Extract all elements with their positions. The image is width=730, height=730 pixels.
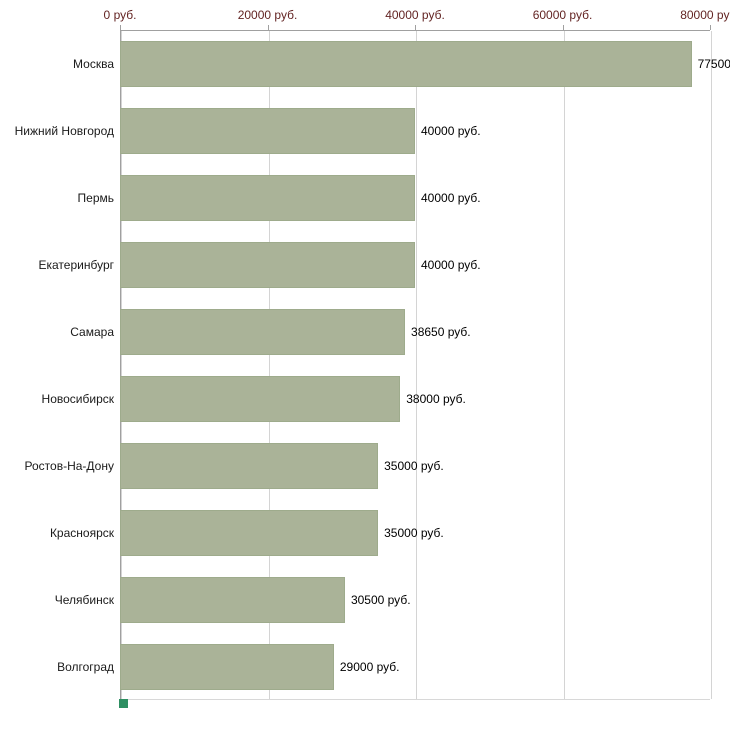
bar [120, 40, 692, 87]
value-label: 38650 руб. [411, 324, 471, 339]
bar-row: Пермь 40000 руб. [0, 164, 730, 231]
gridline [711, 31, 712, 699]
bar-row: Екатеринбург 40000 руб. [0, 231, 730, 298]
category-label: Пермь [77, 190, 114, 205]
x-axis-tick-label: 20000 руб. [237, 8, 298, 22]
bar [120, 375, 401, 422]
x-axis-tick [562, 25, 564, 30]
gridline [416, 31, 417, 699]
gridline [121, 31, 122, 699]
category-label: Красноярск [49, 525, 114, 540]
value-label: 40000 руб. [421, 257, 481, 272]
category-label: Нижний Новгород [14, 123, 114, 138]
gridline [268, 31, 270, 699]
x-axis-tick [120, 25, 121, 30]
x-axis-tick-label: 60000 руб. [532, 8, 593, 22]
category-label: Новосибирск [41, 391, 114, 406]
bar-row: Нижний Новгород 40000 руб. [0, 97, 730, 164]
bar-row: Новосибирск 38000 руб. [0, 365, 730, 432]
category-label: Челябинск [54, 592, 114, 607]
x-axis-tick [415, 25, 416, 30]
value-label: 77500 руб. [697, 56, 730, 71]
bar-row: Челябинск 30500 руб. [0, 566, 730, 633]
bar [120, 174, 415, 221]
category-label: Ростов-На-Дону [24, 458, 114, 473]
bar [120, 576, 345, 623]
bar [120, 241, 415, 288]
bar-row: Красноярск 35000 руб. [0, 499, 730, 566]
bar [120, 308, 406, 355]
value-label: 38000 руб. [406, 391, 466, 406]
value-label: 29000 руб. [339, 659, 400, 674]
value-label: 35000 руб. [384, 525, 444, 540]
value-label: 30500 руб. [350, 592, 411, 607]
value-label: 40000 руб. [421, 123, 481, 138]
value-label: 35000 руб. [384, 458, 444, 473]
bar [120, 107, 415, 154]
category-label: Самара [70, 324, 114, 339]
bar-row: Москва 77500 руб. [0, 30, 730, 97]
x-axis-tick-label: 40000 руб. [385, 8, 445, 22]
bar-row: Ростов-На-Дону 35000 руб. [0, 432, 730, 499]
bar [120, 442, 379, 489]
x-axis-tick [267, 25, 269, 30]
x-axis-tick-label: 80000 руб. [680, 8, 730, 22]
category-label: Волгоград [57, 659, 114, 674]
plot-area [120, 30, 712, 700]
bar-row: Самара 38650 руб. [0, 298, 730, 365]
category-label: Москва [73, 56, 114, 71]
bar-row: Волгоград 29000 руб. [0, 633, 730, 700]
x-axis-tick-label: 0 руб. [103, 8, 137, 22]
bar [120, 643, 334, 690]
x-axis-tick [710, 25, 711, 30]
value-label: 40000 руб. [421, 190, 481, 205]
corner-watermark-mark [119, 699, 128, 708]
gridline [563, 31, 565, 699]
category-label: Екатеринбург [38, 257, 115, 272]
bar [120, 509, 379, 556]
